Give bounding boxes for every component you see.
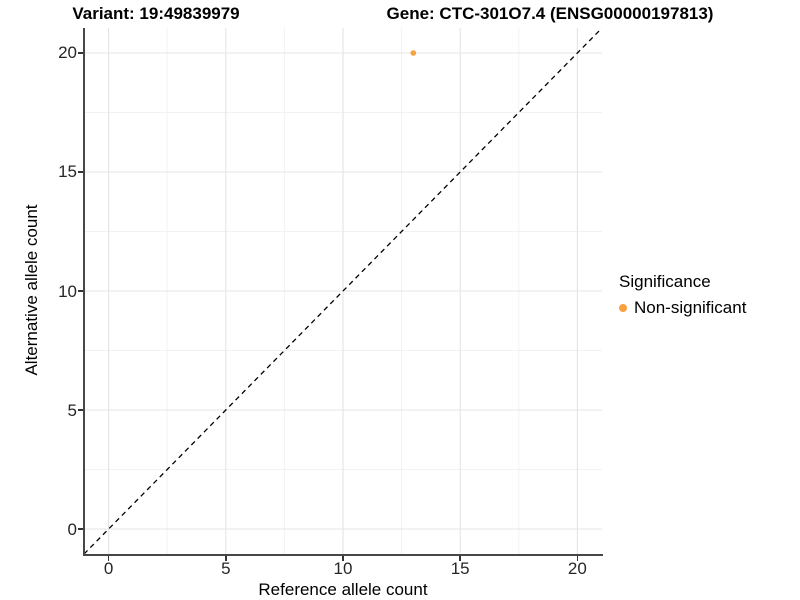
x-tick-mark: [225, 555, 227, 561]
plot-title-variant: Variant: 19:49839979: [72, 4, 240, 23]
y-tick-label: 5: [67, 400, 77, 420]
legend-item: Non-significant: [619, 298, 746, 318]
legend: Significance Non-significant: [619, 272, 746, 318]
x-tick-label: 15: [450, 559, 470, 578]
y-tick-mark: [78, 290, 83, 292]
y-tick-label: 10: [58, 281, 77, 301]
y-tick-label: 15: [58, 162, 77, 182]
plot-panel: [83, 27, 603, 555]
y-tick-label: 20: [58, 43, 77, 63]
x-tick-mark: [576, 555, 579, 561]
y-tick-mark: [78, 52, 83, 54]
x-tick-label: 5: [221, 559, 231, 578]
plot-panel-canvas: [83, 27, 603, 555]
y-tick-mark: [78, 171, 83, 173]
plot-title-gene: Gene: CTC-301O7.4 (ENSG00000197813): [386, 4, 714, 23]
data-point: [410, 50, 417, 56]
x-tick-mark: [459, 555, 461, 561]
legend-marker-circle-icon: [619, 304, 627, 312]
x-tick-mark: [107, 555, 110, 561]
x-tick-mark: [342, 555, 344, 561]
identity-dashed-line: [83, 27, 603, 555]
y-tick-label: 0: [67, 519, 77, 539]
legend-item-label: Non-significant: [634, 298, 747, 317]
y-axis-line: [83, 28, 85, 556]
legend-title: Significance: [619, 272, 711, 291]
y-tick-mark: [78, 409, 83, 411]
x-axis-title: Reference allele count: [258, 580, 428, 599]
x-axis-line: [83, 554, 603, 556]
legend-items: Non-significant: [619, 298, 746, 318]
y-tick-mark: [78, 528, 83, 530]
x-tick-label: 10: [333, 559, 353, 578]
x-tick-label: 0: [103, 559, 114, 578]
x-tick-label: 20: [567, 559, 587, 578]
